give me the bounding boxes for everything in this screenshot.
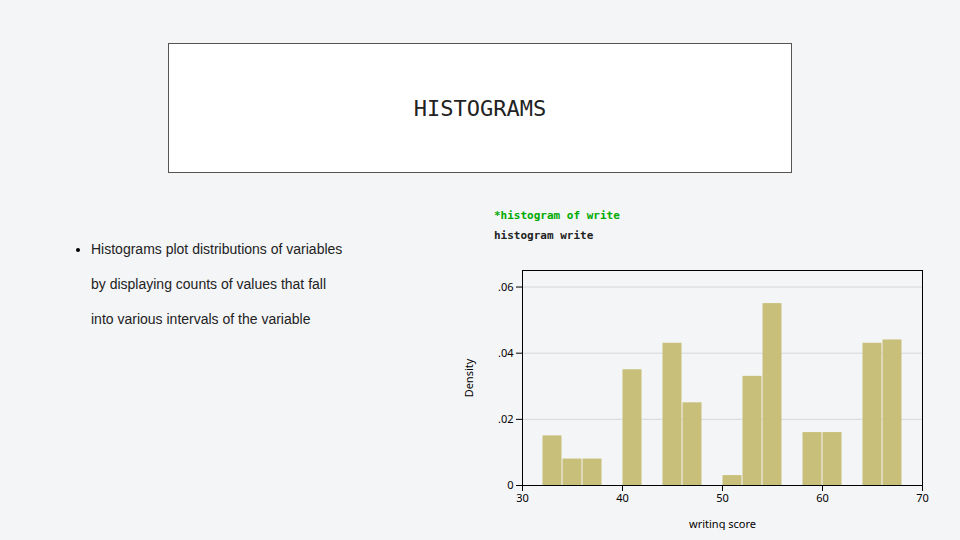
svg-text:40: 40 (616, 490, 629, 505)
html-text:Histograms plot distributions: Histograms plot distributions of variabl… (91, 241, 343, 257)
svg-text:Density: Density (462, 358, 476, 397)
svg-text:.06: .06 (498, 279, 514, 294)
html-text:by displaying counts of values: by displaying counts of values that fall (91, 276, 326, 292)
svg-text:writing score: writing score (689, 516, 756, 531)
svg-text:.04: .04 (498, 345, 514, 360)
svg-text:70: 70 (916, 490, 929, 505)
html-text:HISTOGRAMS: HISTOGRAMS (413, 95, 547, 121)
svg-text:50: 50 (716, 490, 729, 505)
html-text:histogram write: histogram write (494, 229, 594, 242)
html-text:into various intervals of the: into various intervals of the variable (91, 311, 311, 327)
svg-text:0: 0 (507, 477, 513, 492)
svg-text:.02: .02 (498, 411, 514, 426)
svg-text:60: 60 (816, 490, 829, 505)
svg-text:30: 30 (516, 490, 529, 505)
html-text:*histogram of write: *histogram of write (494, 209, 620, 222)
